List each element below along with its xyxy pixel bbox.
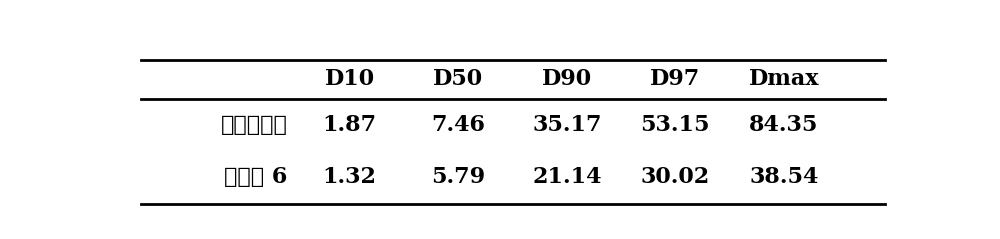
Text: 实施例 6: 实施例 6 [224,166,288,188]
Text: 5.79: 5.79 [431,166,485,188]
Text: Dmax: Dmax [749,68,819,90]
Text: 1.32: 1.32 [323,166,377,188]
Text: 21.14: 21.14 [532,166,602,188]
Text: D90: D90 [542,68,592,90]
Text: D10: D10 [325,68,375,90]
Text: 1.87: 1.87 [323,114,377,136]
Text: 30.02: 30.02 [641,166,710,188]
Text: D97: D97 [650,68,700,90]
Text: 38.54: 38.54 [749,166,818,188]
Text: 对比实施例: 对比实施例 [221,114,288,136]
Text: 7.46: 7.46 [431,114,485,136]
Text: D50: D50 [433,68,483,90]
Text: 53.15: 53.15 [640,114,710,136]
Text: 84.35: 84.35 [749,114,818,136]
Text: 35.17: 35.17 [532,114,602,136]
